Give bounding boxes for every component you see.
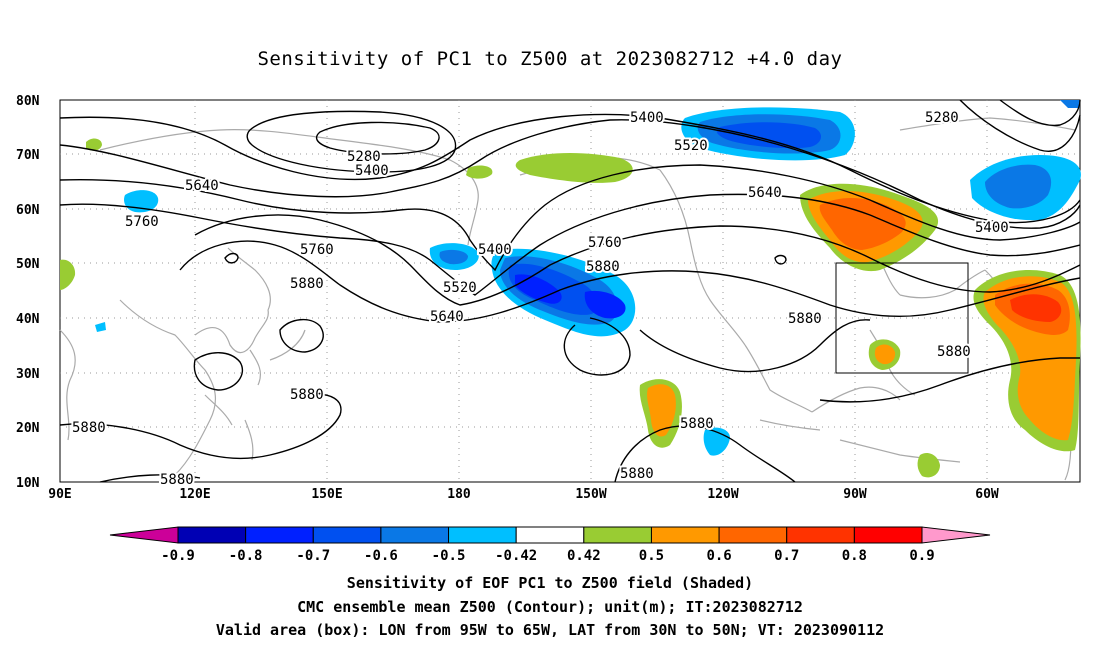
lat-label: 60N [16,203,40,218]
contour-label: 5760 [125,214,159,230]
contour-label: 5640 [185,178,219,194]
contour-label: 5880 [680,416,714,432]
colorbar-label: -0.6 [364,548,398,564]
caption-line-1: Sensitivity of EOF PC1 to Z500 field (Sh… [346,574,754,592]
contour-label: 5880 [290,276,324,292]
colorbar-label: 0.6 [706,548,731,564]
colorbar-label: 0.5 [639,548,664,564]
contour-label: 5400 [630,110,664,126]
lon-label: 150W [575,487,606,502]
contour-label: 5880 [290,387,324,403]
map-title: Sensitivity of PC1 to Z500 at 2023082712… [257,48,843,70]
colorbar-label: 0.7 [774,548,799,564]
colorbar-high-triangle [921,526,991,544]
lat-label: 50N [16,257,40,272]
colorbar-box [583,526,652,544]
lon-label: 120E [179,487,210,502]
lat-label: 40N [16,312,40,327]
colorbar-label: -0.42 [495,548,537,564]
contour-label: 5280 [347,149,381,165]
colorbar-low-triangle [109,526,179,544]
colorbar-label: 0.9 [909,548,934,564]
latitude-labels: 80N 70N 60N 50N 40N 30N 20N 10N [16,94,40,491]
colorbar-label: -0.7 [296,548,330,564]
colorbar-box [650,526,720,544]
colorbar-box [312,526,382,544]
lat-label: 30N [16,367,40,382]
contour-label: 5400 [478,242,512,258]
lon-label: 60W [975,487,999,502]
lon-label: 120W [707,487,738,502]
colorbar-box [448,526,517,544]
colorbar-label: -0.8 [229,548,263,564]
contour-label: 5880 [586,259,620,275]
lat-label: 70N [16,148,40,163]
contour-label: 5880 [937,344,971,360]
contour-label: 5760 [300,242,334,258]
lat-label: 10N [16,476,40,491]
contour-label: 5280 [925,110,959,126]
colorbar-label: -0.5 [432,548,466,564]
longitude-labels: 90E 120E 150E 180 150W 120W 90W 60W [48,487,999,502]
colorbar-box [718,526,788,544]
colorbar-label: 0.42 [567,548,601,564]
colorbar-boxes [177,526,923,544]
caption-line-2: CMC ensemble mean Z500 (Contour); unit(m… [297,598,803,616]
lon-label: 180 [447,487,471,502]
contour-label: 5640 [748,185,782,201]
lat-label: 20N [16,421,40,436]
contour-label: 5760 [588,235,622,251]
contour-label: 5880 [620,466,654,482]
colorbar-box [177,526,247,544]
colorbar-box [245,526,314,544]
colorbar-box [515,526,585,544]
shaded-positive [60,100,1081,478]
colorbar-labels: -0.9 -0.8 -0.7 -0.6 -0.5 -0.42 0.42 0.5 0.6 0.7 0.… [161,548,935,564]
contour-label: 5880 [72,420,106,436]
contour-label: 5640 [430,309,464,325]
colorbar-label: 0.8 [842,548,867,564]
colorbar-box [380,526,450,544]
contour-label: 5400 [355,163,389,179]
caption-line-3: Valid area (box): LON from 95W to 65W, L… [215,621,885,639]
colorbar-label: -0.9 [161,548,195,564]
lon-label: 90E [48,487,71,502]
contour-label: 5400 [975,220,1009,236]
sensitivity-map: 5400 5280 5400 5520 5640 5760 5280 5400 … [16,94,1081,502]
contour-labels: 5400 5280 5400 5520 5640 5760 5280 5400 … [70,108,1011,490]
lon-label: 150E [311,487,342,502]
lat-label: 80N [16,94,40,109]
contour-label: 5520 [443,280,477,296]
valid-area-box [835,262,969,374]
z500-contours [59,99,1081,483]
shaded-negative [95,107,1081,456]
contour-label: 5880 [160,472,194,488]
lon-label: 90W [843,487,867,502]
contour-label: 5880 [788,311,822,327]
colorbar-box [786,526,855,544]
contour-label: 5520 [674,138,708,154]
colorbar: -0.9 -0.8 -0.7 -0.6 -0.5 -0.42 0.42 0.5 0.6 0.7 0.… [109,526,991,564]
colorbar-box [853,526,923,544]
